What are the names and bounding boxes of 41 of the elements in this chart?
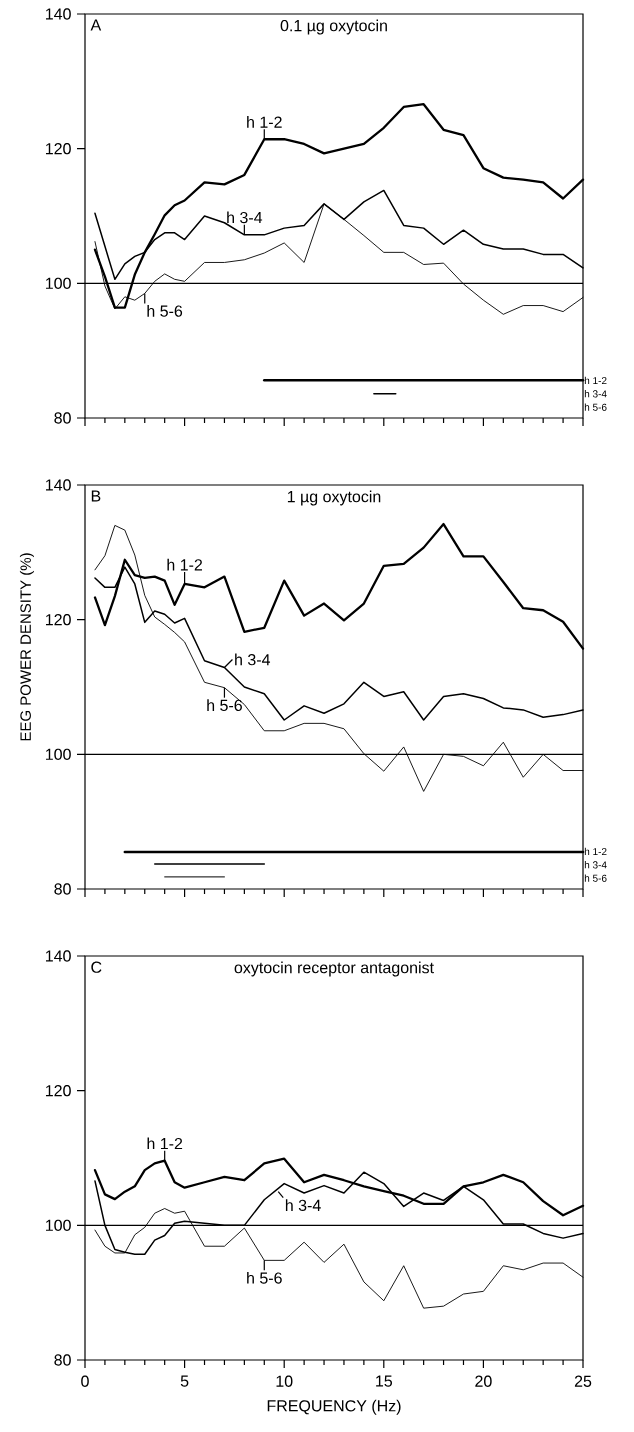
text: h 1-2: [584, 847, 607, 856]
y-tick-label: 100: [45, 277, 71, 289]
y-tick-label: 100: [45, 1219, 71, 1232]
annotation: h 5-6: [147, 305, 183, 317]
annotation: h 1-2: [147, 1137, 183, 1150]
x-tick-label: 25: [574, 1375, 592, 1387]
annotation: A: [90, 19, 102, 31]
annotation: h 1-2: [247, 116, 282, 128]
x-tick-label: 10: [276, 1375, 293, 1387]
y-tick-label: 140: [45, 8, 71, 20]
annotation: h 1-2: [167, 558, 203, 571]
text: h 3-4: [584, 861, 607, 869]
y-tick-label: 80: [54, 1354, 71, 1366]
y-tick-label: 120: [45, 143, 71, 155]
chart-title: oxytocin receptor antagonist: [234, 961, 434, 977]
y-tick-label: 140: [45, 479, 71, 491]
annotation: h 5-6: [247, 1271, 282, 1284]
annotation: h 3-4: [227, 211, 263, 224]
annotation: h 5-6: [207, 699, 242, 712]
annotation: B: [91, 490, 101, 502]
text: h 1-2: [584, 376, 607, 385]
x-tick-label: 5: [180, 1375, 189, 1387]
text: h 5-6: [584, 403, 607, 411]
x-tick-label: 0: [81, 1375, 89, 1387]
x-tick-label: 15: [376, 1375, 393, 1387]
annotation: h 3-4: [285, 1199, 321, 1212]
y-tick-label: 80: [54, 883, 71, 895]
x-tick-label: 20: [475, 1375, 492, 1387]
y-tick-label: 140: [45, 950, 71, 962]
y-tick-label: 120: [45, 1085, 71, 1097]
x-axis-title: FREQUENCY (Hz): [267, 1399, 401, 1415]
y-tick-label: 80: [54, 412, 71, 424]
text: h 3-4: [584, 390, 607, 398]
y-tick-label: 120: [45, 614, 71, 626]
annotation: C: [91, 961, 102, 973]
chart-title: 0.1 µg oxytocin: [280, 19, 387, 35]
annotation: h 3-4: [235, 653, 271, 666]
y-tick-label: 100: [45, 748, 71, 761]
y-axis-title: EEG POWER DENSITY (%): [19, 553, 34, 741]
chart-title: 1 µg oxytocin: [287, 490, 381, 506]
text: h 5-6: [584, 874, 607, 882]
